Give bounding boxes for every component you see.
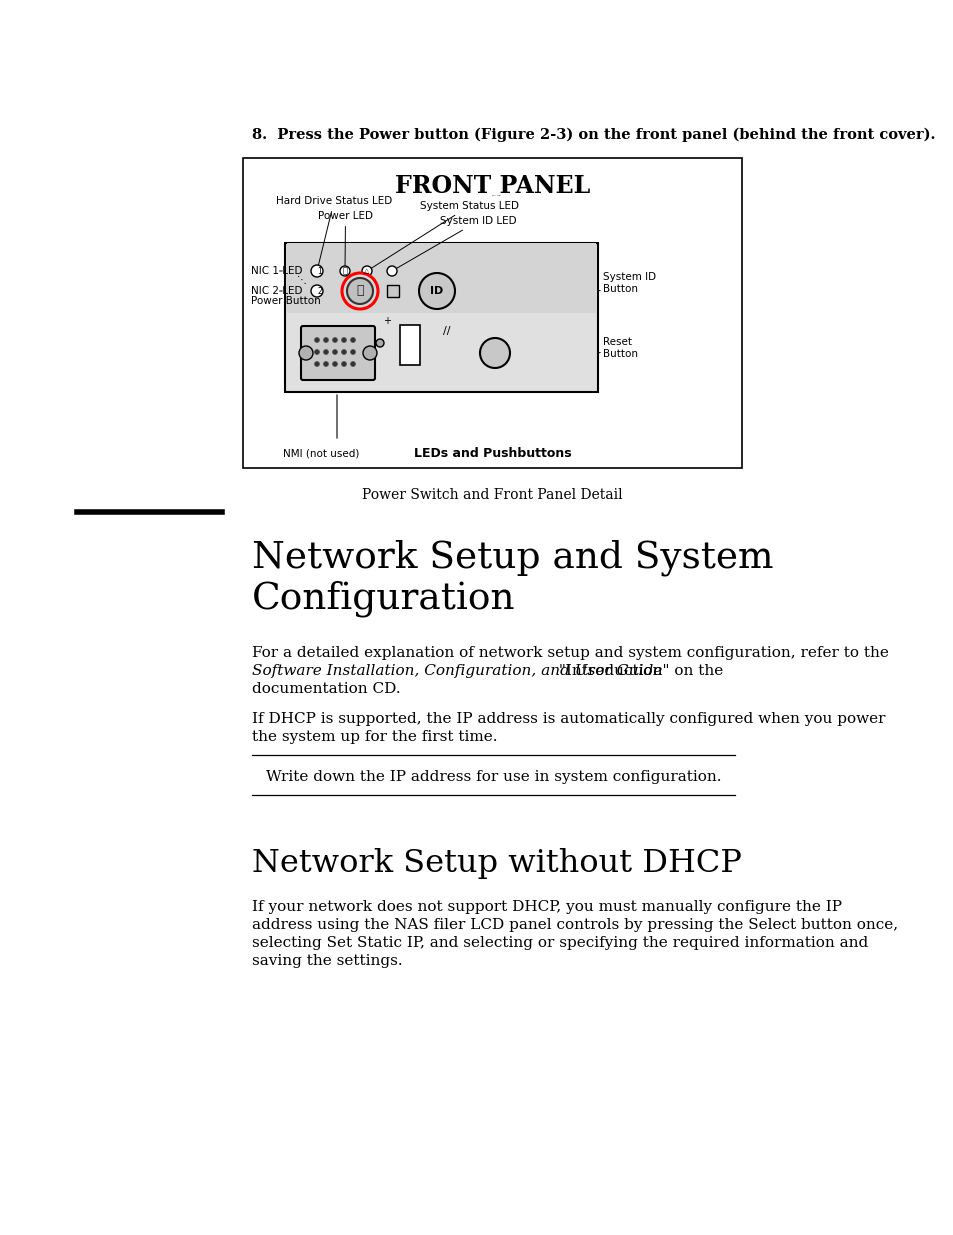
Text: 2: 2 [317, 287, 322, 295]
Circle shape [341, 273, 377, 309]
Text: For a detailed explanation of network setup and system configuration, refer to t: For a detailed explanation of network se… [252, 646, 888, 659]
Text: the system up for the first time.: the system up for the first time. [252, 730, 497, 743]
Circle shape [361, 266, 372, 275]
Text: LEDs and Pushbuttons: LEDs and Pushbuttons [414, 447, 571, 459]
Circle shape [363, 346, 376, 359]
Circle shape [314, 350, 319, 354]
Circle shape [323, 362, 328, 367]
Text: Power LED: Power LED [317, 211, 373, 268]
Text: address using the NAS filer LCD panel controls by pressing the Select button onc: address using the NAS filer LCD panel co… [252, 918, 897, 932]
Circle shape [387, 266, 396, 275]
Text: Hard Drive Status LED: Hard Drive Status LED [275, 196, 392, 268]
Text: Reset
Button: Reset Button [598, 337, 638, 359]
Bar [387, 285, 398, 296]
Circle shape [418, 273, 455, 309]
Text: ID: ID [430, 287, 443, 296]
Circle shape [375, 338, 384, 347]
Text: System Status LED: System Status LED [369, 201, 518, 269]
Bar [243, 158, 741, 468]
Circle shape [341, 350, 346, 354]
Text: △: △ [364, 268, 370, 274]
Circle shape [333, 337, 337, 342]
Text: ⏻: ⏻ [355, 284, 363, 298]
Text: If DHCP is supported, the IP address is automatically configured when you power: If DHCP is supported, the IP address is … [252, 713, 884, 726]
Circle shape [339, 266, 350, 275]
FancyBboxPatch shape [301, 326, 375, 380]
Bar [285, 243, 598, 391]
Text: NIC 1 LED: NIC 1 LED [251, 266, 302, 275]
Bar [399, 325, 419, 366]
Text: System ID LED: System ID LED [394, 216, 517, 269]
Text: Write down the IP address for use in system configuration.: Write down the IP address for use in sys… [266, 769, 720, 784]
Circle shape [323, 350, 328, 354]
Bar [287, 243, 596, 312]
Circle shape [311, 266, 323, 277]
Text: NMI (not used): NMI (not used) [283, 448, 359, 458]
Circle shape [341, 337, 346, 342]
Text: Software Installation, Configuration, and User Guide: Software Installation, Configuration, an… [252, 664, 661, 678]
Text: +: + [382, 316, 391, 326]
Text: //: // [443, 326, 450, 336]
Text: 1: 1 [317, 267, 322, 275]
Circle shape [298, 346, 313, 359]
Text: System ID
Button: System ID Button [598, 272, 656, 294]
Circle shape [341, 362, 346, 367]
Text: documentation CD.: documentation CD. [252, 682, 400, 697]
Circle shape [333, 350, 337, 354]
Text: saving the settings.: saving the settings. [252, 953, 402, 968]
Text: Power Button: Power Button [251, 296, 320, 306]
Circle shape [350, 362, 355, 367]
Circle shape [347, 278, 373, 304]
Circle shape [311, 285, 323, 296]
Circle shape [333, 362, 337, 367]
Circle shape [314, 337, 319, 342]
Text: If your network does not support DHCP, you must manually configure the IP: If your network does not support DHCP, y… [252, 900, 841, 914]
Text: ⏻: ⏻ [342, 267, 347, 275]
Text: FRONT PANEL: FRONT PANEL [395, 174, 590, 198]
Circle shape [350, 350, 355, 354]
Text: 8.  Press the Power button (Figure 2-3) on the front panel (behind the front cov: 8. Press the Power button (Figure 2-3) o… [252, 128, 935, 142]
Circle shape [350, 337, 355, 342]
Text: Network Setup without DHCP: Network Setup without DHCP [252, 848, 741, 879]
Circle shape [314, 362, 319, 367]
Text: "Introduction" on the: "Introduction" on the [554, 664, 722, 678]
Text: Power Switch and Front Panel Detail: Power Switch and Front Panel Detail [362, 488, 622, 501]
Text: selecting Set Static IP, and selecting or specifying the required information an: selecting Set Static IP, and selecting o… [252, 936, 867, 950]
Circle shape [479, 338, 510, 368]
Circle shape [323, 337, 328, 342]
Text: NIC 2 LED: NIC 2 LED [251, 287, 302, 296]
Text: Network Setup and System
Configuration: Network Setup and System Configuration [252, 540, 773, 618]
Text: ⋱: ⋱ [296, 275, 307, 285]
